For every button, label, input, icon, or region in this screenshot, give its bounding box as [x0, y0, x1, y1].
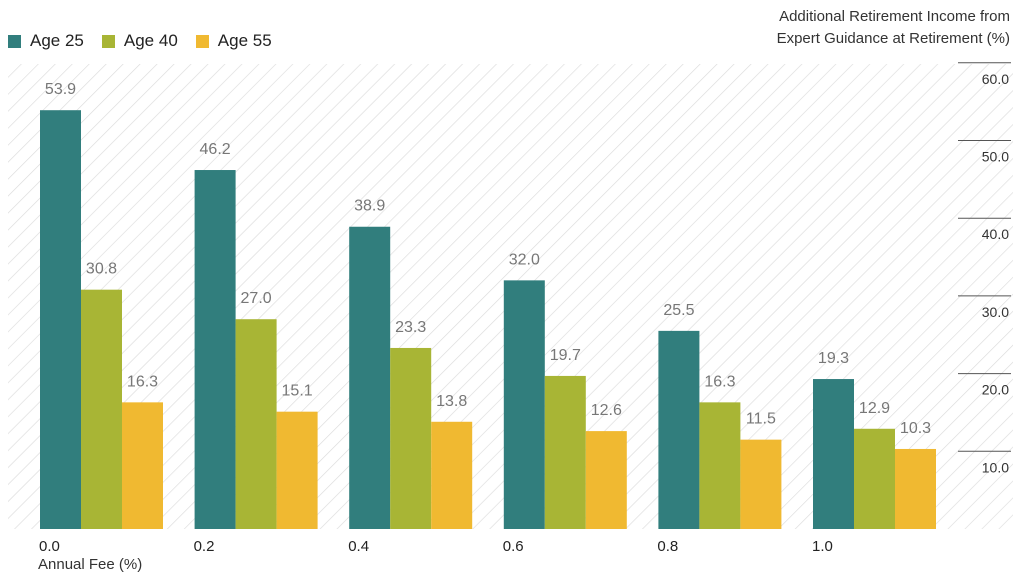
category-label-1: 0.2 — [194, 538, 215, 555]
bar-1-0 — [194, 170, 236, 529]
bar-4-2 — [740, 439, 782, 529]
bar-5-1 — [854, 428, 895, 529]
bar-label-5-2: 10.3 — [900, 420, 931, 437]
y-tick-label-2: 30.0 — [982, 304, 1009, 320]
y-tick-marks: 10.0 20.0 30.0 40.0 50.0 60.0 — [958, 62, 1011, 475]
y-axis-title-line-2: Expert Guidance at Retirement (%) — [776, 30, 1010, 47]
bar-0-0 — [40, 110, 81, 530]
bar-label-5-1: 12.9 — [859, 400, 890, 417]
bar-label-0-0: 53.9 — [45, 81, 76, 98]
x-axis-title: Annual Fee (%) — [38, 556, 143, 573]
bar-label-4-1: 16.3 — [704, 373, 735, 390]
bar-label-3-0: 32.0 — [509, 251, 540, 268]
legend-label-age-40: Age 40 — [123, 31, 178, 50]
bar-label-1-2: 15.1 — [282, 383, 313, 400]
legend-swatch-age-25 — [8, 34, 21, 48]
bar-0-1 — [81, 289, 122, 529]
bar-label-3-2: 12.6 — [591, 402, 622, 419]
y-tick-label-3: 40.0 — [982, 226, 1009, 242]
bar-5-2 — [895, 448, 936, 529]
bar-5-0 — [813, 379, 854, 529]
bar-1-1 — [235, 319, 277, 529]
y-tick-label-5: 60.0 — [982, 71, 1009, 87]
legend-swatch-age-40 — [101, 34, 115, 48]
bar-label-0-2: 16.3 — [127, 373, 158, 390]
bar-2-1 — [390, 347, 432, 529]
category-label-0: 0.0 — [39, 538, 60, 555]
legend-swatch-age-55 — [195, 34, 209, 48]
bar-label-2-0: 38.9 — [354, 198, 385, 215]
bars — [40, 110, 936, 530]
category-label-2: 0.4 — [348, 538, 369, 555]
bar-label-5-0: 19.3 — [818, 350, 849, 367]
y-tick-label-0: 10.0 — [982, 459, 1009, 475]
legend-label-age-25: Age 25 — [30, 31, 84, 50]
legend: Age 25 Age 40 Age 55 — [8, 31, 272, 51]
legend-item-age-25: Age 25 — [8, 31, 84, 51]
bar-3-1 — [544, 375, 586, 529]
category-label-3: 0.6 — [503, 538, 524, 555]
bar-label-3-1: 19.7 — [550, 347, 581, 364]
bar-4-0 — [658, 330, 700, 529]
bar-label-4-0: 25.5 — [663, 302, 694, 319]
bar-2-0 — [349, 226, 391, 529]
bar-2-2 — [431, 421, 473, 529]
bar-3-0 — [503, 280, 545, 529]
bar-4-1 — [699, 402, 741, 529]
bar-label-2-1: 23.3 — [395, 319, 426, 336]
bar-label-0-1: 30.8 — [86, 261, 117, 278]
category-label-4: 0.8 — [657, 538, 678, 555]
legend-item-age-40: Age 40 — [101, 31, 178, 51]
legend-label-age-55: Age 55 — [217, 31, 272, 50]
y-tick-label-4: 50.0 — [982, 149, 1009, 165]
bar-0-2 — [122, 402, 163, 529]
y-axis-title-line-1: Additional Retirement Income from — [779, 8, 1010, 25]
bar-label-2-2: 13.8 — [436, 393, 467, 410]
bar-3-2 — [585, 431, 627, 529]
category-label-5: 1.0 — [812, 538, 833, 555]
bar-1-2 — [276, 411, 318, 529]
y-axis-title: Additional Retirement Income from Expert… — [710, 6, 1010, 50]
category-labels: 0.0 0.2 0.4 0.6 0.8 1.0 — [39, 538, 833, 555]
legend-item-age-55: Age 55 — [195, 31, 272, 51]
bar-label-4-2: 11.5 — [746, 411, 776, 428]
bar-label-1-1: 27.0 — [241, 290, 272, 307]
bar-label-1-0: 46.2 — [200, 141, 231, 158]
y-tick-label-1: 20.0 — [982, 382, 1009, 398]
bar-value-labels: 53.9 30.8 16.3 46.2 27.0 15.1 38.9 23.3 13.8 32.0… — [45, 81, 931, 437]
